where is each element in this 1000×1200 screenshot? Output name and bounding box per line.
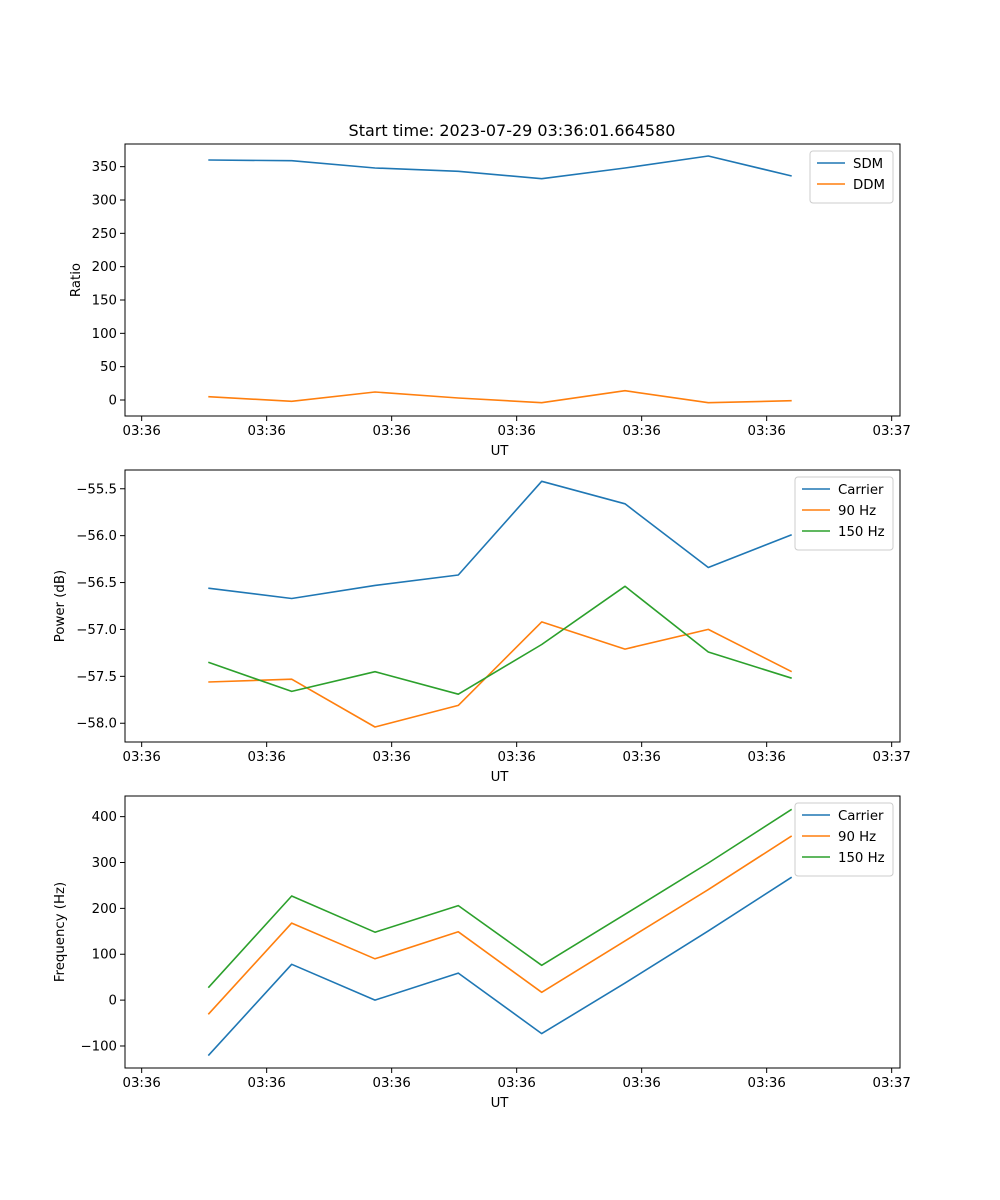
x-axis-label: UT [491,770,510,785]
y-tick-label: 200 [92,902,117,917]
x-tick-label: 03:36 [498,424,536,439]
legend: SDM DDM [809,150,894,204]
x-tick-label: 03:36 [498,1076,536,1091]
plot-frame [124,795,901,1069]
y-tick-label: −58.0 [76,717,117,732]
series-line-90-hz [207,835,793,1015]
figure-title: Start time: 2023-07-29 03:36:01.664580 [349,121,676,140]
chart-panel-1: 03:36 03:36 03:36 03:36 03:36 03:36 03:37 0 50 10… [69,143,911,459]
x-tick-label: 03:36 [373,424,411,439]
x-tick-label: 03:36 [623,1076,661,1091]
panels: 03:36 03:36 03:36 03:36 03:36 03:36 03:37 0 50 10… [53,143,911,1111]
y-tick-label: 100 [92,327,117,342]
legend-label: 90 Hz [838,504,876,519]
x-tick-label: 03:36 [498,750,536,765]
legend-box [809,150,894,204]
x-tick-label: 03:36 [123,424,161,439]
y-tick-label: 250 [92,227,117,242]
x-tick-label: 03:36 [373,750,411,765]
y-tick-label: −100 [80,1039,117,1054]
x-tick-label: 03:37 [873,1076,911,1091]
x-tick-label: 03:36 [123,750,161,765]
x-tick-label: 03:36 [623,424,661,439]
series-line-150-hz [207,808,793,989]
y-tick-label: 50 [100,360,117,375]
legend: Carrier 90 Hz 150 Hz [794,476,894,551]
series-line-carrier [207,876,793,1057]
y-tick-label: 0 [109,394,117,409]
legend-label: SDM [853,157,883,172]
legend-label: Carrier [838,483,884,498]
x-tick-label: 03:37 [873,424,911,439]
chart-panel-3: 03:36 03:36 03:36 03:36 03:36 03:36 03:37 −100 0… [53,795,911,1111]
y-tick-label: −55.5 [76,482,117,497]
x-axis-label: UT [491,1096,510,1111]
x-tick-label: 03:36 [123,1076,161,1091]
legend: Carrier 90 Hz 150 Hz [794,802,894,877]
y-tick-label: 0 [109,994,117,1009]
y-tick-label: −57.0 [76,623,117,638]
legend-label: Carrier [838,809,884,824]
x-tick-label: 03:36 [248,750,286,765]
y-tick-label: 200 [92,260,117,275]
x-tick-label: 03:36 [748,750,786,765]
x-tick-label: 03:36 [248,424,286,439]
plot-frame [124,469,901,743]
series-line-sdm [208,155,792,180]
x-axis-label: UT [491,444,510,459]
y-tick-label: 300 [92,194,117,209]
legend-label: 150 Hz [838,851,885,866]
y-tick-label: 300 [92,856,117,871]
series-line-ddm [208,389,792,404]
chart-panel-2: 03:36 03:36 03:36 03:36 03:36 03:36 03:37 −58.0… [53,469,911,785]
y-tick-label: −57.5 [76,670,117,685]
x-tick-label: 03:36 [248,1076,286,1091]
x-tick-label: 03:36 [748,1076,786,1091]
series-line-90-hz [208,621,793,728]
plot-frame [124,143,901,417]
x-tick-label: 03:36 [623,750,661,765]
legend-label: 90 Hz [838,830,876,845]
x-tick-label: 03:36 [373,1076,411,1091]
y-tick-label: 400 [92,810,117,825]
y-tick-label: 150 [92,294,117,309]
y-tick-label: −56.0 [76,529,117,544]
legend-label: 150 Hz [838,525,885,540]
x-tick-label: 03:37 [873,750,911,765]
y-tick-label: −56.5 [76,576,117,591]
legend-label: DDM [853,178,885,193]
series-line-150-hz [208,585,792,696]
y-axis-label: Ratio [69,263,84,297]
x-tick-label: 03:36 [748,424,786,439]
y-axis-label: Power (dB) [53,570,68,642]
series-line-carrier [208,480,792,600]
y-tick-label: 100 [92,948,117,963]
y-axis-label: Frequency (Hz) [53,882,68,982]
y-tick-label: 350 [92,160,117,175]
